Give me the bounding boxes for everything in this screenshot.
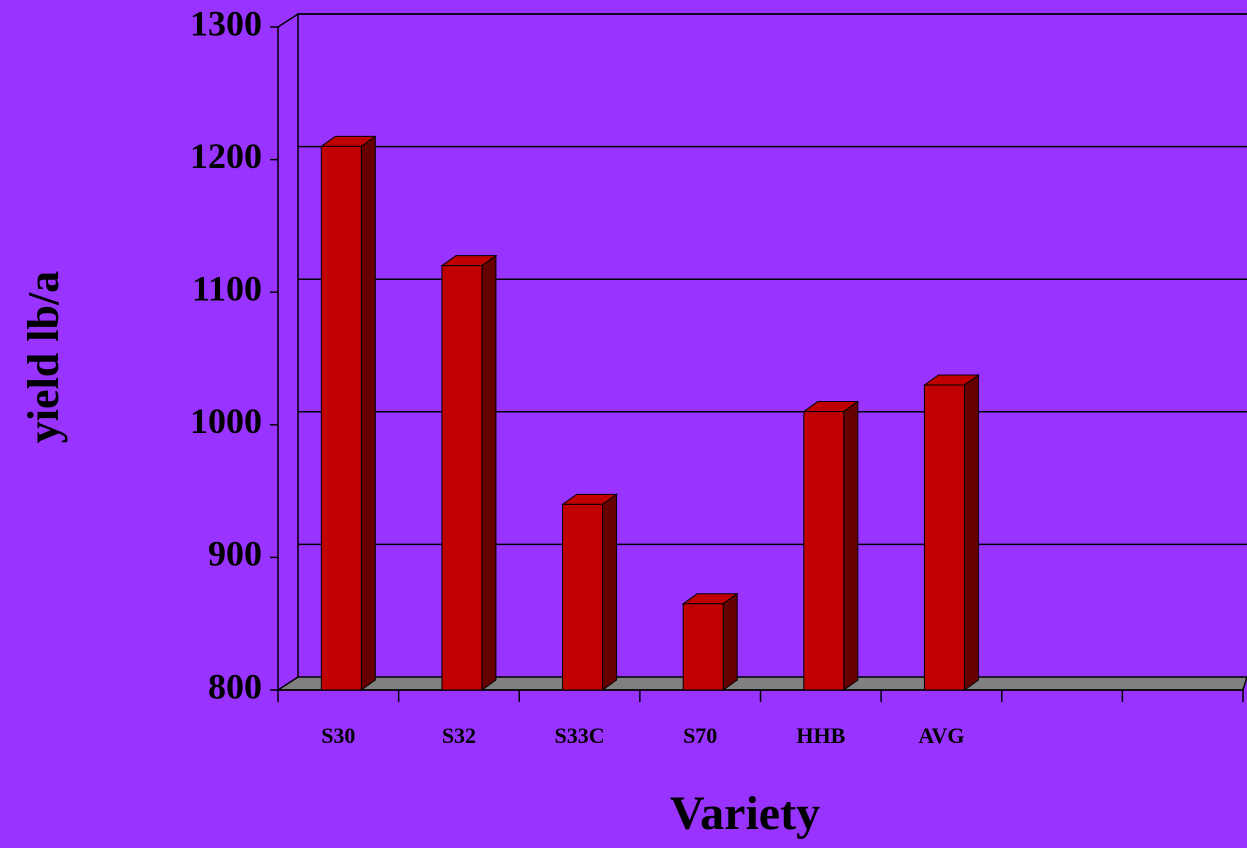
x-tick-label: S30 bbox=[321, 723, 355, 748]
x-tick-label: S32 bbox=[442, 723, 476, 748]
bar-side bbox=[843, 400, 859, 691]
bar bbox=[682, 603, 724, 691]
y-tick-label: 800 bbox=[208, 666, 262, 706]
bar bbox=[320, 145, 362, 691]
x-tick-label: S33C bbox=[555, 723, 605, 748]
axis-corner bbox=[277, 13, 299, 28]
y-tick-label: 1000 bbox=[190, 401, 262, 441]
y-tick-label: 1200 bbox=[190, 136, 262, 176]
bar-side bbox=[602, 493, 618, 691]
floor bbox=[275, 676, 1247, 691]
bar-side bbox=[360, 135, 376, 691]
y-tick-label: 1300 bbox=[190, 3, 262, 43]
bar-side bbox=[481, 254, 497, 691]
y-axis-title: yield lb/a bbox=[19, 271, 68, 443]
bar bbox=[803, 411, 845, 691]
y-tick-label: 900 bbox=[208, 534, 262, 574]
x-axis-title: Variety bbox=[670, 787, 820, 840]
bar bbox=[923, 384, 965, 691]
bar bbox=[441, 265, 483, 691]
x-tick-label: S70 bbox=[683, 723, 717, 748]
x-tick-label: AVG bbox=[918, 723, 964, 748]
bar bbox=[562, 503, 604, 691]
y-tick-label: 1100 bbox=[192, 268, 262, 308]
x-tick-label: HHB bbox=[796, 723, 845, 748]
bar-side bbox=[963, 374, 979, 691]
bar-side bbox=[722, 592, 738, 691]
